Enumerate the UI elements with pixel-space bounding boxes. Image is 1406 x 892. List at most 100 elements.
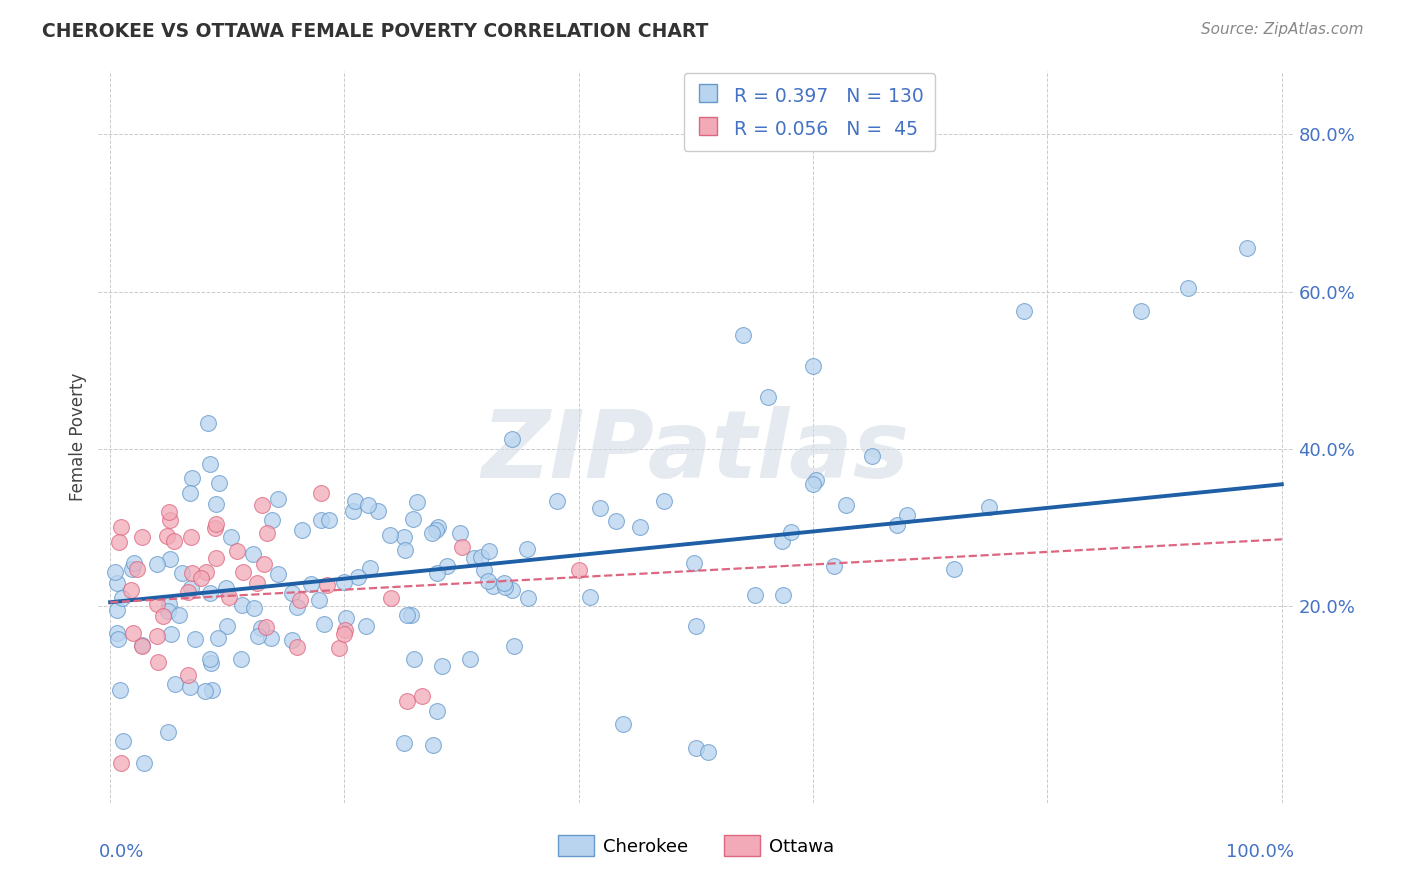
Point [157,505,180,519]
Point [111,591,134,606]
Point [318,512,340,526]
Point [177,668,200,682]
Point [316,578,339,592]
Point [108,535,131,549]
Point [478,544,501,558]
Point [605,515,627,529]
Point [160,626,183,640]
Point [392,530,415,544]
Text: ZIPatlas: ZIPatlas [482,406,910,498]
Point [977,500,1000,514]
Point [367,504,389,518]
Point [896,508,918,522]
Point [450,540,472,554]
Point [406,495,429,509]
Point [198,586,221,600]
Point [146,557,169,571]
Point [243,600,266,615]
Point [280,586,302,600]
Point [105,576,128,591]
Point [121,562,143,576]
Point [426,566,449,581]
Point [422,738,444,752]
Point [163,533,186,548]
Point [463,551,485,566]
Point [328,641,350,656]
Point [402,512,425,526]
Point [501,582,523,597]
Point [834,498,856,512]
Point [291,523,314,537]
Point [314,616,336,631]
Point [804,473,827,487]
Point [1130,304,1153,318]
Point [942,562,965,576]
Point [127,562,149,576]
Point [744,588,766,602]
Point [226,544,249,558]
Point [165,677,187,691]
Point [177,585,200,599]
Point [685,619,707,633]
Point [110,756,132,771]
Point [458,652,481,666]
Point [122,625,145,640]
Point [120,583,142,598]
Point [396,607,419,622]
Point [427,520,450,534]
Point [823,558,845,573]
Point [399,608,422,623]
Point [204,516,226,531]
Point [404,652,426,666]
Point [105,626,128,640]
Point [156,604,179,618]
Point [589,500,612,515]
Text: CHEROKEE VS OTTAWA FEMALE POVERTY CORRELATION CHART: CHEROKEE VS OTTAWA FEMALE POVERTY CORREL… [42,22,709,41]
Point [146,629,169,643]
Text: Source: ZipAtlas.com: Source: ZipAtlas.com [1201,22,1364,37]
Text: 100.0%: 100.0% [1226,843,1294,861]
Point [131,638,153,652]
Point [568,563,591,577]
Point [309,486,332,500]
Point [343,494,366,508]
Point [205,550,228,565]
Point [1012,304,1035,318]
Y-axis label: Female Poverty: Female Poverty [69,373,87,501]
Point [200,657,222,671]
Point [335,611,357,625]
Point [184,632,207,647]
Point [131,640,153,654]
Point [472,563,495,577]
Point [260,513,283,527]
Point [1236,241,1258,255]
Point [392,737,415,751]
Point [425,523,447,537]
Point [152,609,174,624]
Point [250,621,273,635]
Point [516,591,538,605]
Point [309,512,332,526]
Point [426,704,449,718]
Point [159,597,181,611]
Point [266,492,288,507]
Point [170,566,193,580]
Point [685,740,707,755]
Point [179,486,201,500]
Point [204,521,226,535]
Point [205,497,228,511]
Point [356,618,378,632]
Point [396,694,419,708]
Point [886,518,908,533]
Legend: Cherokee, Ottawa: Cherokee, Ottawa [550,828,842,863]
Point [266,567,288,582]
Point [242,547,264,561]
Point [654,494,676,508]
Point [357,498,380,512]
Point [122,556,145,570]
Point [770,533,793,548]
Point [285,640,308,654]
Point [190,571,212,585]
Point [231,598,253,612]
Point [772,588,794,602]
